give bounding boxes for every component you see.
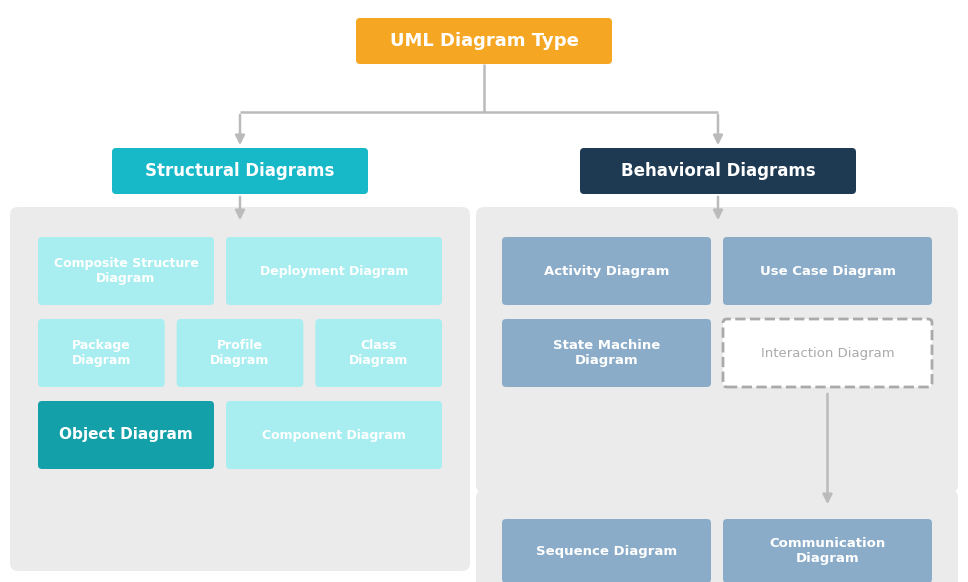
- Text: Profile
Diagram: Profile Diagram: [210, 339, 270, 367]
- FancyBboxPatch shape: [502, 237, 711, 305]
- FancyBboxPatch shape: [502, 519, 711, 582]
- Text: Package
Diagram: Package Diagram: [72, 339, 131, 367]
- FancyBboxPatch shape: [476, 493, 958, 582]
- Text: Component Diagram: Component Diagram: [262, 428, 406, 442]
- FancyBboxPatch shape: [356, 18, 612, 64]
- Text: Communication
Diagram: Communication Diagram: [770, 537, 886, 565]
- Text: Structural Diagrams: Structural Diagrams: [145, 162, 335, 180]
- FancyBboxPatch shape: [177, 319, 303, 387]
- Text: Sequence Diagram: Sequence Diagram: [536, 545, 677, 558]
- FancyBboxPatch shape: [38, 237, 214, 305]
- Text: Composite Structure
Diagram: Composite Structure Diagram: [53, 257, 198, 285]
- Text: Deployment Diagram: Deployment Diagram: [259, 264, 408, 278]
- FancyBboxPatch shape: [723, 319, 932, 387]
- FancyBboxPatch shape: [316, 319, 442, 387]
- FancyBboxPatch shape: [112, 148, 368, 194]
- FancyBboxPatch shape: [476, 207, 958, 493]
- FancyBboxPatch shape: [580, 148, 856, 194]
- FancyBboxPatch shape: [723, 237, 932, 305]
- FancyBboxPatch shape: [38, 401, 214, 469]
- FancyBboxPatch shape: [38, 319, 165, 387]
- Text: State Machine
Diagram: State Machine Diagram: [553, 339, 660, 367]
- Text: Behavioral Diagrams: Behavioral Diagrams: [620, 162, 815, 180]
- FancyBboxPatch shape: [10, 207, 470, 571]
- FancyBboxPatch shape: [226, 237, 442, 305]
- FancyBboxPatch shape: [723, 519, 932, 582]
- FancyBboxPatch shape: [476, 490, 958, 582]
- Text: Object Diagram: Object Diagram: [59, 428, 193, 442]
- Text: UML Diagram Type: UML Diagram Type: [389, 32, 579, 50]
- Text: Class
Diagram: Class Diagram: [349, 339, 408, 367]
- FancyBboxPatch shape: [226, 401, 442, 469]
- FancyBboxPatch shape: [502, 319, 711, 387]
- Text: Interaction Diagram: Interaction Diagram: [761, 346, 894, 360]
- Text: Activity Diagram: Activity Diagram: [544, 264, 669, 278]
- Text: Use Case Diagram: Use Case Diagram: [760, 264, 895, 278]
